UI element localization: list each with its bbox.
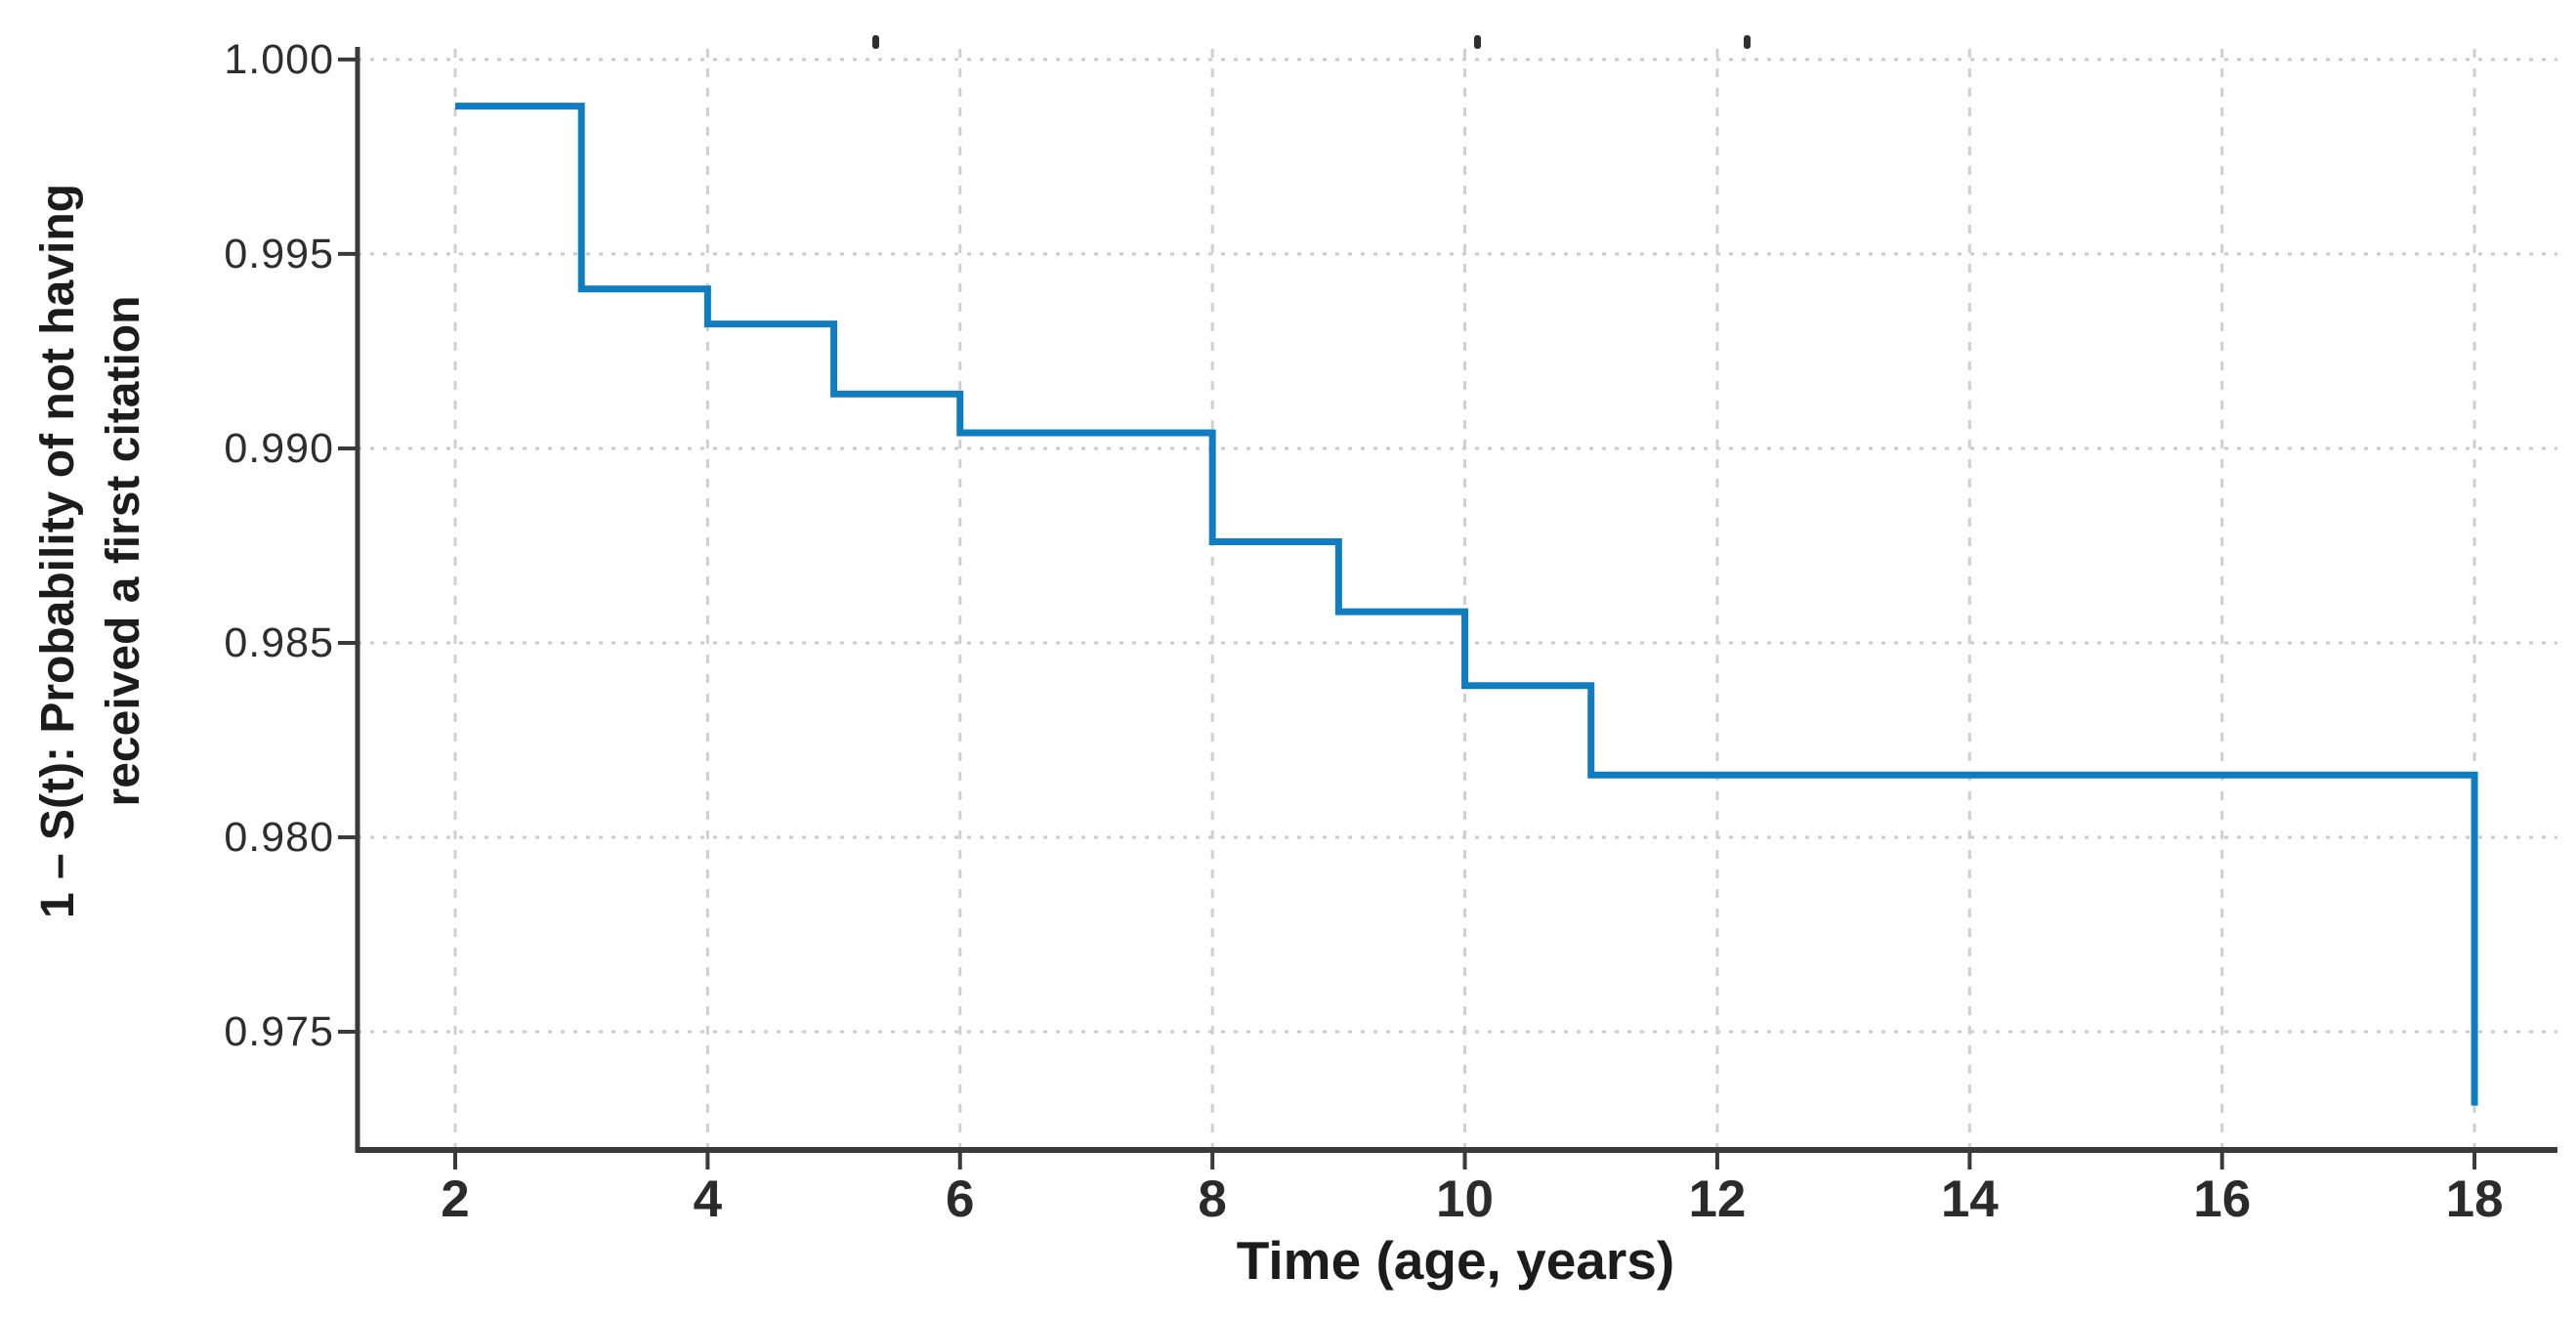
- x-tick-label: 16: [2193, 1170, 2252, 1228]
- y-axis-title-line1: 1 – S(t): Probability of not having: [32, 184, 84, 919]
- artifact-dot: [872, 35, 879, 49]
- y-tick-label: 0.985: [224, 618, 334, 666]
- step-line: [454, 103, 2478, 1106]
- y-tick-label: 0.975: [224, 1007, 334, 1055]
- y-tick-label: 0.980: [224, 813, 334, 861]
- y-axis-title: 1 – S(t): Probability of not having rece…: [25, 43, 162, 1059]
- y-tick-label: 1.000: [224, 35, 334, 83]
- x-tick-label: 8: [1198, 1170, 1227, 1228]
- x-tick-label: 6: [946, 1170, 975, 1228]
- y-axis-title-line2: received a first citation: [98, 295, 149, 807]
- y-tick-label: 0.990: [224, 424, 334, 472]
- x-tick-label: 4: [693, 1170, 723, 1228]
- artifact-dot: [1474, 35, 1481, 49]
- x-tick-label: 18: [2445, 1170, 2504, 1228]
- x-tick-label: 10: [1436, 1170, 1494, 1228]
- x-axis-title: Time (age, years): [1236, 1230, 1675, 1291]
- x-tick-label: 14: [1940, 1170, 1999, 1228]
- y-tick-label: 0.995: [224, 230, 334, 277]
- x-tick-label: 12: [1688, 1170, 1747, 1228]
- artifact-dot: [1744, 35, 1751, 49]
- x-tick-label: 2: [441, 1170, 470, 1228]
